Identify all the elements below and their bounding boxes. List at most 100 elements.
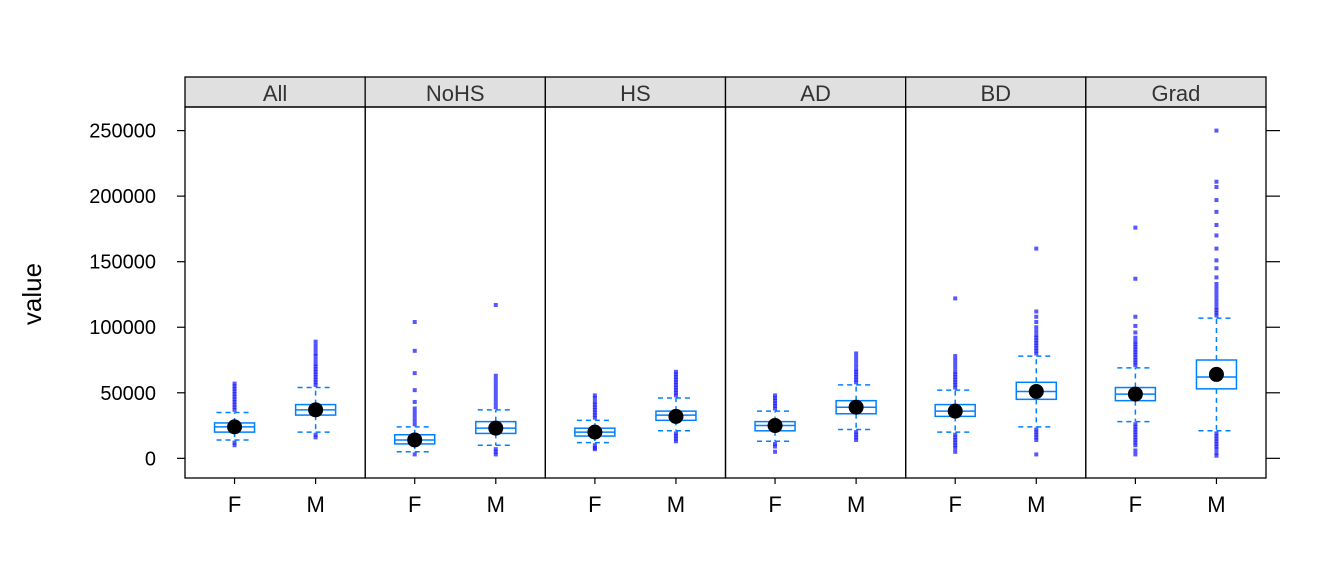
- outlier-point: [313, 372, 318, 377]
- outlier-point: [1133, 350, 1138, 355]
- panel-all: All F M: [184, 76, 366, 517]
- outlier-point: [773, 449, 778, 454]
- outlier-point: [493, 397, 498, 402]
- outlier-point: [313, 380, 318, 385]
- outlier-point: [592, 415, 597, 420]
- outlier-point: [1034, 333, 1039, 338]
- outlier-point: [1133, 276, 1138, 281]
- strip-label-ad: AD: [800, 81, 831, 106]
- x-tick-label-f: F: [588, 492, 601, 517]
- x-tick-label-m: M: [487, 492, 505, 517]
- outlier-point: [1133, 342, 1138, 347]
- y-tick-label: 100000: [89, 317, 156, 339]
- panel-hs: HS F M: [544, 76, 727, 517]
- x-tick-label-f: F: [768, 492, 781, 517]
- outlier-point: [854, 351, 859, 356]
- panel-frame: [724, 106, 907, 479]
- panel-bd: BD F M: [905, 76, 1087, 517]
- outlier-point: [1034, 329, 1039, 334]
- outlier-point: [673, 369, 678, 374]
- outlier-point: [313, 435, 318, 440]
- outlier-point: [1214, 297, 1219, 302]
- outlier-point: [1214, 246, 1219, 251]
- box-all-f: [213, 381, 256, 448]
- outlier-point: [412, 452, 417, 457]
- outlier-point: [493, 373, 498, 378]
- outlier-point: [1034, 246, 1039, 251]
- outlier-point: [313, 339, 318, 344]
- outlier-point: [773, 398, 778, 403]
- box-ad-f: [754, 393, 796, 454]
- outlier-point: [1133, 347, 1138, 352]
- strip-label-all: All: [263, 81, 287, 106]
- outlier-point: [773, 406, 778, 411]
- outlier-point: [673, 375, 678, 380]
- outlier-point: [232, 405, 237, 410]
- outlier-point: [1133, 330, 1138, 335]
- outlier-point: [1034, 343, 1039, 348]
- outlier-point: [854, 375, 859, 380]
- outlier-point: [1034, 437, 1039, 442]
- outlier-point: [232, 381, 237, 386]
- outlier-point: [1214, 128, 1219, 133]
- x-tick-label-f: F: [408, 492, 421, 517]
- box-bd-m: [1015, 246, 1058, 457]
- outlier-point: [232, 443, 237, 448]
- outlier-point: [313, 351, 318, 356]
- outlier-point: [1214, 434, 1219, 439]
- outlier-point: [592, 410, 597, 415]
- outlier-point: [232, 407, 237, 412]
- outlier-point: [1214, 209, 1219, 214]
- strip-hs: [544, 76, 727, 108]
- outlier-point: [1214, 447, 1219, 452]
- box-all-m: [294, 339, 337, 440]
- outlier-point: [1214, 431, 1219, 436]
- outlier-point: [313, 377, 318, 382]
- x-tick-label-f: F: [948, 492, 961, 517]
- outlier-point: [854, 369, 859, 374]
- x-tick-label-m: M: [1027, 492, 1045, 517]
- outlier-point: [773, 393, 778, 398]
- outlier-point: [1034, 351, 1039, 356]
- y-tick-label: 250000: [89, 121, 156, 143]
- outlier-point: [592, 402, 597, 407]
- outlier-point: [854, 380, 859, 385]
- outlier-point: [493, 393, 498, 398]
- mean-dot: [407, 432, 423, 448]
- outlier-point: [1214, 453, 1219, 458]
- outlier-point: [953, 296, 958, 301]
- mean-dot: [1208, 366, 1224, 382]
- strip-nohs: [364, 76, 546, 108]
- outlier-point: [854, 355, 859, 360]
- outlier-point: [313, 361, 318, 366]
- outlier-point: [232, 402, 237, 407]
- box-hs-m: [655, 369, 697, 444]
- box-ad-m: [835, 351, 877, 442]
- outlier-point: [412, 422, 417, 427]
- outlier-point: [854, 359, 859, 364]
- outlier-point: [412, 410, 417, 415]
- box-nohs-m: [475, 302, 517, 457]
- outlier-point: [1133, 363, 1138, 368]
- outlier-point: [854, 363, 859, 368]
- outlier-point: [854, 372, 859, 377]
- outlier-point: [412, 406, 417, 411]
- outlier-point: [1214, 258, 1219, 263]
- outlier-point: [1214, 184, 1219, 189]
- x-tick-label-m: M: [306, 492, 324, 517]
- outlier-point: [1133, 432, 1138, 437]
- outlier-point: [673, 382, 678, 387]
- outlier-point: [412, 348, 417, 353]
- outlier-point: [953, 377, 958, 382]
- outlier-point: [1133, 344, 1138, 349]
- panel-frame: [1085, 106, 1267, 479]
- mean-dot: [227, 419, 243, 435]
- outlier-point: [673, 390, 678, 395]
- outlier-point: [313, 358, 318, 363]
- strip-label-nohs: NoHS: [426, 81, 485, 106]
- outlier-point: [232, 399, 237, 404]
- outlier-point: [1133, 437, 1138, 442]
- outlier-point: [592, 396, 597, 401]
- strip-label-hs: HS: [620, 81, 651, 106]
- outlier-point: [592, 405, 597, 410]
